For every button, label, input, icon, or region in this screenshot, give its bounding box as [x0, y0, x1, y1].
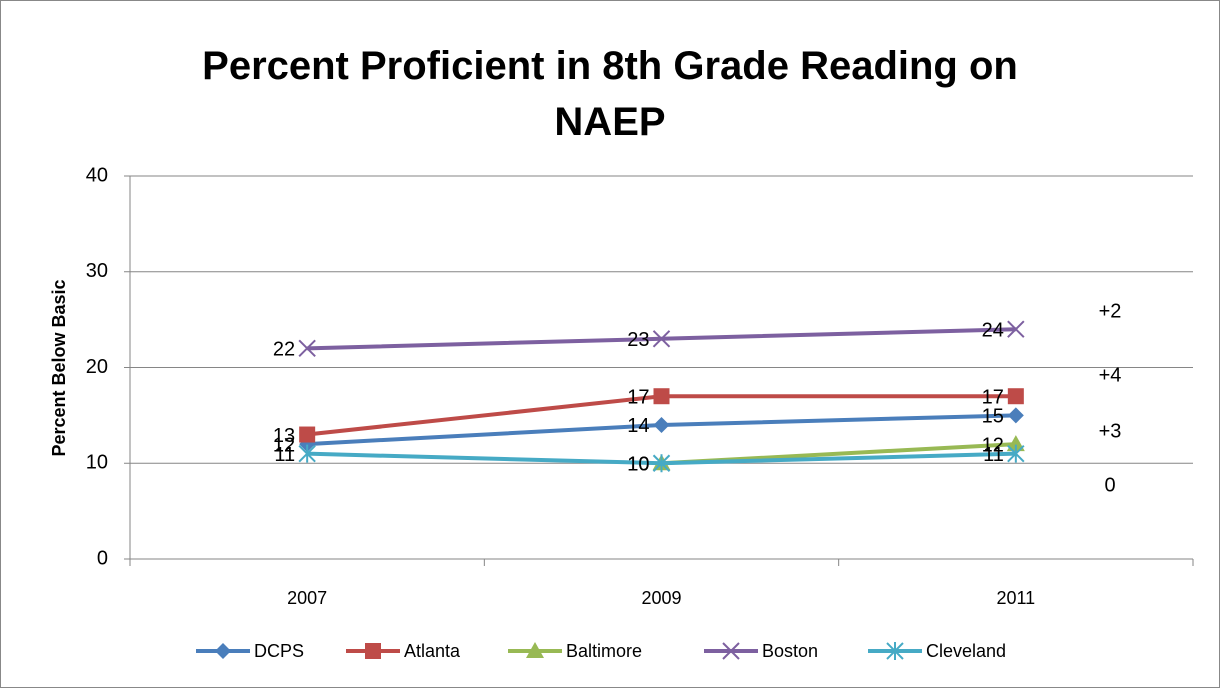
legend-item: Boston	[704, 641, 818, 661]
x-tick-label: 2007	[287, 588, 327, 608]
data-point	[299, 426, 316, 443]
y-tick-label: 30	[86, 260, 108, 282]
legend-label: Baltimore	[566, 641, 642, 661]
legend-marker	[365, 643, 381, 659]
legend-item: Baltimore	[508, 641, 642, 661]
data-label: 11	[983, 444, 1004, 466]
legend-label: Cleveland	[926, 641, 1006, 661]
data-point	[298, 339, 316, 358]
y-axis-label: Percent Below Basic	[49, 279, 69, 456]
x-tick-label: 2009	[641, 588, 681, 608]
annotation: +2	[1099, 300, 1122, 322]
data-point	[652, 454, 671, 473]
legend-marker	[215, 643, 231, 659]
data-label: 17	[982, 387, 1004, 409]
data-point	[1007, 388, 1024, 405]
data-label: 17	[627, 387, 649, 409]
data-label: 11	[274, 444, 295, 466]
y-tick-label: 0	[97, 547, 108, 569]
data-point	[298, 444, 316, 463]
y-tick-label: 40	[86, 164, 108, 186]
y-tick-label: 20	[86, 356, 108, 378]
data-label: 15	[982, 406, 1004, 428]
data-point	[653, 416, 670, 433]
legend-marker	[526, 642, 544, 658]
annotation: 0	[1104, 474, 1115, 496]
legend-item: Atlanta	[346, 641, 461, 661]
data-label: 24	[982, 319, 1004, 341]
data-point	[653, 388, 670, 405]
data-point	[1006, 435, 1025, 452]
legend-label: Boston	[762, 641, 818, 661]
data-point	[1007, 444, 1025, 463]
data-label: 12	[273, 434, 295, 456]
x-tick-label: 2011	[996, 588, 1035, 608]
data-label: 14	[627, 415, 649, 437]
data-point	[1007, 320, 1025, 338]
legend-item: DCPS	[196, 641, 304, 661]
annotation: +3	[1099, 420, 1122, 442]
annotation: +4	[1099, 364, 1122, 386]
legend-label: DCPS	[254, 641, 304, 661]
data-label: 23	[627, 329, 649, 351]
data-label: 22	[273, 339, 295, 361]
y-tick-label: 10	[86, 452, 108, 474]
legend-marker	[722, 642, 740, 660]
legend-label: Atlanta	[404, 641, 461, 661]
data-point	[652, 330, 671, 348]
legend-marker	[886, 642, 904, 660]
chart-title: Percent Proficient in 8th Grade Reading …	[202, 44, 1018, 144]
data-label: 12	[982, 434, 1004, 456]
legend-item: Cleveland	[868, 641, 1006, 661]
data-point	[1007, 407, 1024, 424]
data-label: 10	[627, 454, 649, 476]
data-label: 13	[273, 425, 295, 447]
